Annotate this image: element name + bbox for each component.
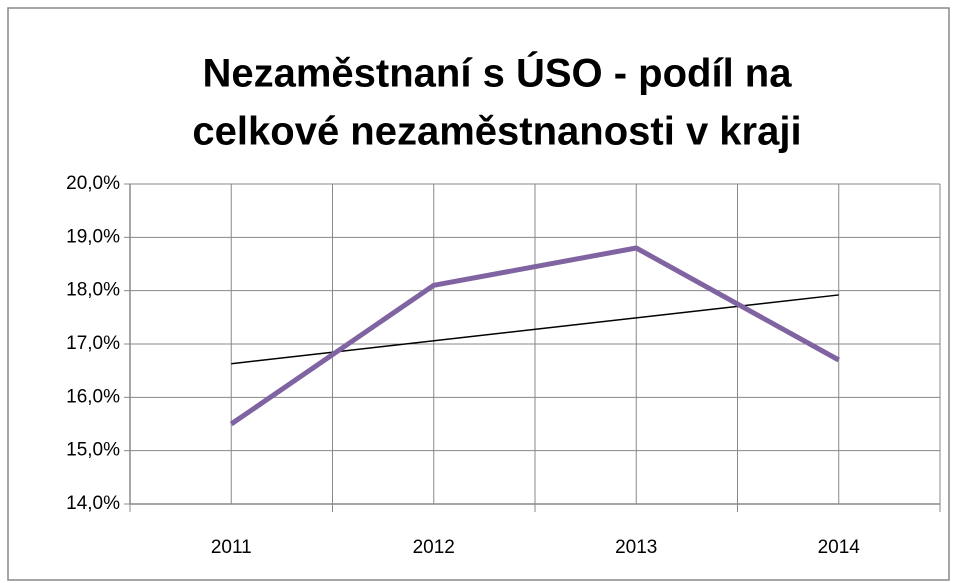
- y-tick-label: 15,0%: [66, 440, 120, 461]
- y-tick-label: 20,0%: [66, 173, 120, 194]
- y-tick-label: 18,0%: [66, 280, 120, 301]
- x-tick-label: 2013: [615, 537, 657, 558]
- y-tick-label: 17,0%: [66, 333, 120, 354]
- y-tick-label: 14,0%: [66, 493, 120, 514]
- line-series: [229, 245, 840, 427]
- y-tick-label: 16,0%: [66, 386, 120, 407]
- x-tick-label: 2011: [211, 537, 252, 558]
- x-tick-label: 2014: [818, 537, 861, 558]
- chart-title: celkové nezaměstnanosti v kraji: [192, 110, 801, 154]
- chart-border: [7, 7, 950, 581]
- x-tick-label: 2012: [413, 537, 455, 558]
- chart-title: Nezaměstnaní s ÚSO - podíl na: [202, 50, 792, 96]
- y-tick-label: 19,0%: [66, 226, 120, 247]
